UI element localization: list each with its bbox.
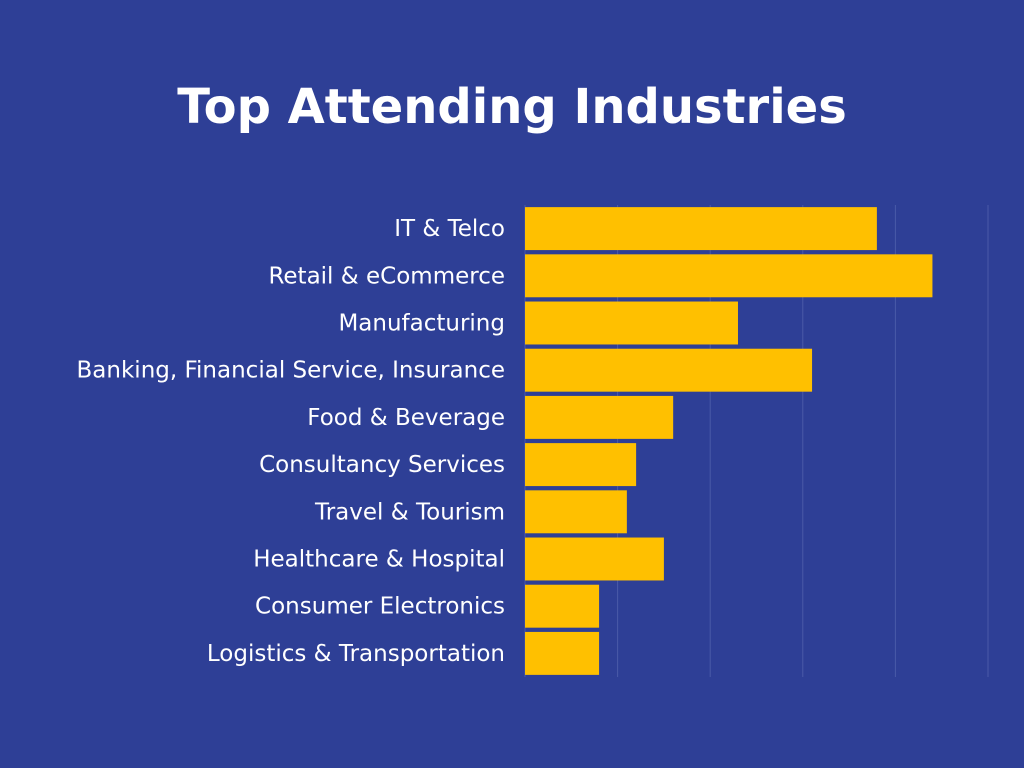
bar — [525, 490, 627, 534]
category-label: Food & Beverage — [307, 405, 505, 431]
category-label: Logistics & Transportation — [207, 641, 505, 667]
category-label: IT & Telco — [394, 216, 505, 242]
bar — [525, 301, 738, 345]
category-label: Consultancy Services — [259, 452, 505, 478]
category-label: Healthcare & Hospital — [253, 547, 505, 573]
category-label: Manufacturing — [338, 311, 505, 337]
category-label: Retail & eCommerce — [268, 263, 505, 289]
category-label: Banking, Financial Service, Insurance — [77, 358, 505, 384]
bar — [525, 584, 600, 628]
bar — [525, 631, 600, 675]
bar — [525, 395, 674, 439]
bar — [525, 254, 933, 298]
category-label: Consumer Electronics — [255, 594, 505, 620]
chart-title: Top Attending Industries — [177, 79, 847, 135]
bar — [525, 537, 664, 581]
category-label: Travel & Tourism — [314, 499, 505, 525]
bar — [525, 207, 877, 251]
bar — [525, 443, 637, 487]
bar — [525, 348, 813, 392]
